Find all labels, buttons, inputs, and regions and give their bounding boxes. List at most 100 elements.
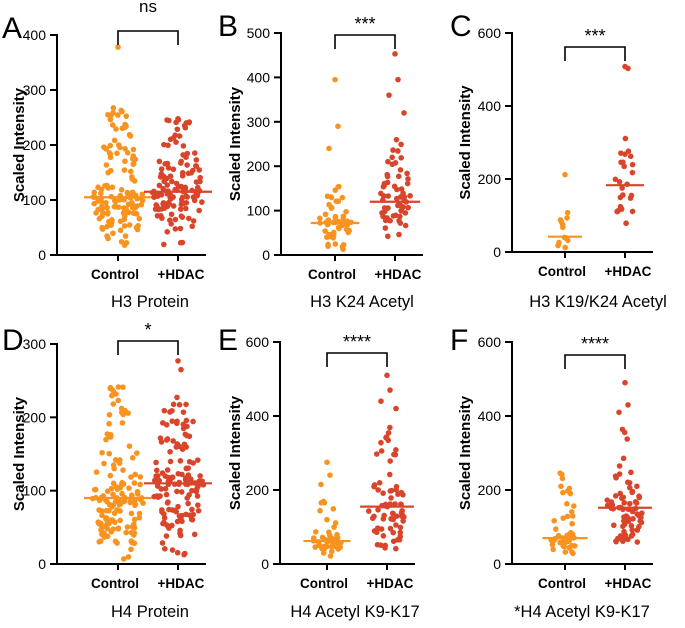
data-point: [125, 209, 132, 216]
data-point: [373, 451, 380, 457]
data-point: [620, 455, 627, 462]
data-point: [199, 199, 205, 205]
y-tick-label: 300: [23, 336, 47, 352]
y-axis-label: Scaled Intensity: [11, 396, 28, 511]
data-point: [93, 469, 100, 475]
data-point: [121, 167, 128, 173]
data-point: [556, 239, 562, 246]
data-point: [562, 549, 569, 555]
data-point: [625, 514, 631, 521]
data-point: [395, 148, 401, 154]
chart-title: H3 Protein: [111, 293, 189, 311]
data-point: [103, 146, 110, 152]
data-point: [397, 524, 404, 531]
data-point: [193, 163, 200, 169]
data-point: [378, 526, 385, 532]
data-point: [153, 459, 159, 466]
data-point: [165, 142, 171, 149]
data-point: [174, 126, 181, 133]
data-point: [393, 522, 399, 528]
data-point: [175, 503, 181, 510]
data-point: [405, 176, 411, 182]
data-point: [156, 493, 162, 500]
chart-title: H3 K24 Acetyl: [310, 293, 414, 311]
data-point: [185, 215, 192, 222]
data-point: [629, 527, 636, 533]
data-point: [154, 473, 161, 479]
data-point: [340, 213, 347, 220]
data-point: [165, 499, 171, 505]
data-point: [99, 203, 105, 210]
data-point: [636, 493, 642, 500]
data-point: [401, 194, 408, 200]
x-tick-label: +HDAC: [158, 576, 205, 591]
data-point: [177, 225, 184, 232]
data-point: [129, 174, 135, 180]
data-point: [170, 438, 176, 444]
data-point: [109, 122, 116, 128]
chart-panel-f: F Scaled Intensity 0 200 400 600 Control +HDAC *…: [450, 324, 653, 621]
data-point: [390, 529, 396, 536]
data-point: [137, 474, 144, 480]
data-point: [405, 204, 411, 211]
data-point: [99, 213, 105, 219]
data-point: [332, 214, 339, 221]
data-point: [181, 441, 188, 448]
data-point: [568, 509, 575, 515]
data-point: [371, 483, 377, 490]
chart-title: H4 Acetyl K9-K17: [290, 603, 419, 621]
data-point: [196, 207, 202, 214]
data-point: [120, 210, 127, 216]
data-point: [96, 521, 102, 527]
data-point: [115, 384, 122, 390]
data-point: [169, 418, 175, 424]
data-point: [136, 514, 143, 521]
data-point: [396, 217, 402, 224]
data-point: [131, 540, 138, 546]
data-point: [160, 241, 167, 248]
data-point: [388, 487, 395, 494]
data-point: [404, 180, 411, 187]
data-point: [551, 517, 557, 524]
data-point: [624, 436, 631, 442]
chart-title: H4 Protein: [111, 603, 189, 621]
data-point: [106, 150, 113, 156]
y-tick-label: 100: [23, 483, 47, 499]
chart-panel-a: A Scaled Intensity 0 100 200 300 400 Control +HD…: [2, 0, 212, 311]
data-point: [122, 158, 128, 165]
data-point: [634, 539, 641, 545]
data-point: [385, 233, 391, 240]
data-point: [395, 173, 402, 180]
data-point: [104, 521, 110, 528]
data-point: [123, 113, 130, 119]
data-point: [189, 487, 195, 494]
data-point: [560, 515, 567, 521]
x-tick-label: Control: [538, 576, 586, 591]
data-point: [569, 520, 575, 527]
data-point: [163, 421, 170, 428]
data-point: [106, 420, 112, 427]
panel-letter: D: [2, 324, 24, 357]
data-point: [195, 508, 202, 514]
data-point: [183, 401, 189, 408]
data-point: [158, 171, 165, 177]
data-point: [139, 191, 146, 198]
data-point: [109, 184, 116, 191]
data-point: [111, 197, 118, 204]
chart-panel-d: D Scaled Intensity 0 100 200 300 Control +HDAC *…: [2, 320, 212, 621]
data-point: [103, 516, 109, 522]
data-point: [166, 525, 172, 531]
data-point: [402, 210, 409, 216]
data-point: [612, 493, 619, 499]
y-tick-label: 500: [247, 25, 271, 41]
data-point: [177, 530, 183, 537]
data-point: [343, 208, 349, 215]
data-point: [623, 220, 629, 227]
data-point: [612, 176, 619, 183]
panel-letter: A: [2, 12, 22, 45]
x-tick-label: Control: [300, 576, 348, 591]
data-point: [99, 449, 105, 456]
data-point: [190, 511, 196, 518]
data-point: [385, 158, 391, 165]
data-point: [183, 465, 190, 472]
